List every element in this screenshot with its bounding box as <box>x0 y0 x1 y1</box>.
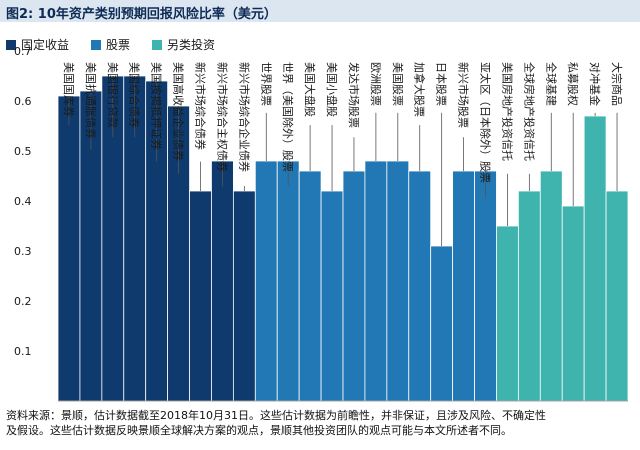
footnote-line-1: 资料来源：景顺，估计数据截至2018年10月31日。这些估计数据为前瞻性，并非保… <box>6 409 546 422</box>
bar <box>189 190 212 402</box>
category-label: 美国股票 <box>391 62 404 106</box>
category-label: 对冲基金 <box>588 62 602 106</box>
bar <box>474 170 497 402</box>
y-tick-label: 0.3 <box>14 245 32 258</box>
category-label: 全球基建 <box>544 62 558 106</box>
bar <box>364 160 388 402</box>
y-tick-label: 0.2 <box>14 295 32 308</box>
category-label: 美国银行贷款 <box>106 62 120 128</box>
category-label: 新兴市场综合企业债券 <box>237 62 251 172</box>
bar <box>298 170 322 402</box>
category-label: 日本股票 <box>435 62 449 106</box>
category-label: 私募股权 <box>566 62 579 106</box>
category-label: 美国综合债券 <box>128 62 142 128</box>
bar <box>517 190 541 402</box>
y-tick-label: 0.5 <box>14 145 32 158</box>
legend-swatch-equities <box>91 39 102 50</box>
legend: 固定收益 股票 另类投资 <box>6 36 215 53</box>
legend-item-alternatives: 另类投资 <box>152 36 215 53</box>
legend-label-fixed-income: 固定收益 <box>21 38 70 52</box>
legend-label-alternatives: 另类投资 <box>167 38 216 52</box>
bar <box>320 190 344 402</box>
legend-swatch-fixed-income <box>6 39 16 50</box>
bar <box>386 160 410 402</box>
category-label: 全球房地产投资信托 <box>522 62 536 161</box>
bar <box>605 190 629 402</box>
legend-label-equities: 股票 <box>106 38 131 52</box>
legend-item-equities: 股票 <box>91 36 130 53</box>
bar <box>211 160 234 402</box>
category-label: 新兴市场综合债券 <box>194 62 208 150</box>
title-bar: 图2: 10年资产类别预期回报风险比率（美元） <box>0 0 640 22</box>
category-label: 美国抗通胀债券 <box>84 62 98 139</box>
category-label: 美国房地产投资信托 <box>500 62 514 161</box>
chart-title: 图2: 10年资产类别预期回报风险比率（美元） <box>6 7 277 22</box>
category-label: 美国国库券 <box>62 62 76 117</box>
bar <box>561 205 585 402</box>
category-label: 加拿大股票 <box>413 62 427 117</box>
category-label: 美国高收益企业债券 <box>172 62 186 161</box>
category-label: 美国大盘股 <box>303 62 317 117</box>
y-tick-label: 0.6 <box>14 95 32 108</box>
category-label: 亚太区（日本除外）股票 <box>479 62 493 183</box>
bar-chart: 0.10.20.30.40.50.60.7美国国库券 美国抗通胀债券 美国银行贷款美… <box>14 45 629 402</box>
category-label: 世界（美国除外）股票 <box>281 62 295 172</box>
category-label: 欧洲股票 <box>369 62 382 106</box>
category-label: 新兴市场股票 <box>457 62 471 128</box>
category-label: 大宗商品 <box>610 62 624 106</box>
bar <box>232 190 256 402</box>
category-label: 美国小盘股 <box>325 62 339 117</box>
bar <box>539 170 563 402</box>
bar <box>408 170 432 402</box>
bar <box>57 95 81 402</box>
bar <box>342 170 366 402</box>
bar <box>583 115 607 402</box>
bar <box>452 170 475 402</box>
y-tick-label: 0.4 <box>14 195 32 208</box>
footnote-line-2: 及假设。这些估计数据反映景顺全球解决方案的观点，景顺其他投资团队的观点可能与本文… <box>6 424 512 437</box>
y-tick-label: 0.1 <box>14 345 32 358</box>
y-tick-label: 0.7 <box>14 45 32 58</box>
footnote: 资料来源：景顺，估计数据截至2018年10月31日。这些估计数据为前瞻性，并非保… <box>6 408 634 438</box>
bar <box>430 245 454 402</box>
bar <box>276 160 300 402</box>
category-label: 世界股票 <box>259 62 272 106</box>
legend-swatch-alternatives <box>152 39 163 50</box>
bar <box>254 160 278 402</box>
category-label: 新兴市场综合主权债券 <box>215 62 229 172</box>
category-label: 发达市场股票 <box>347 62 361 128</box>
category-label: 美国按揭抵押证券 <box>150 62 164 150</box>
bar <box>496 225 519 402</box>
legend-item-fixed-income: 固定收益 <box>6 36 69 53</box>
